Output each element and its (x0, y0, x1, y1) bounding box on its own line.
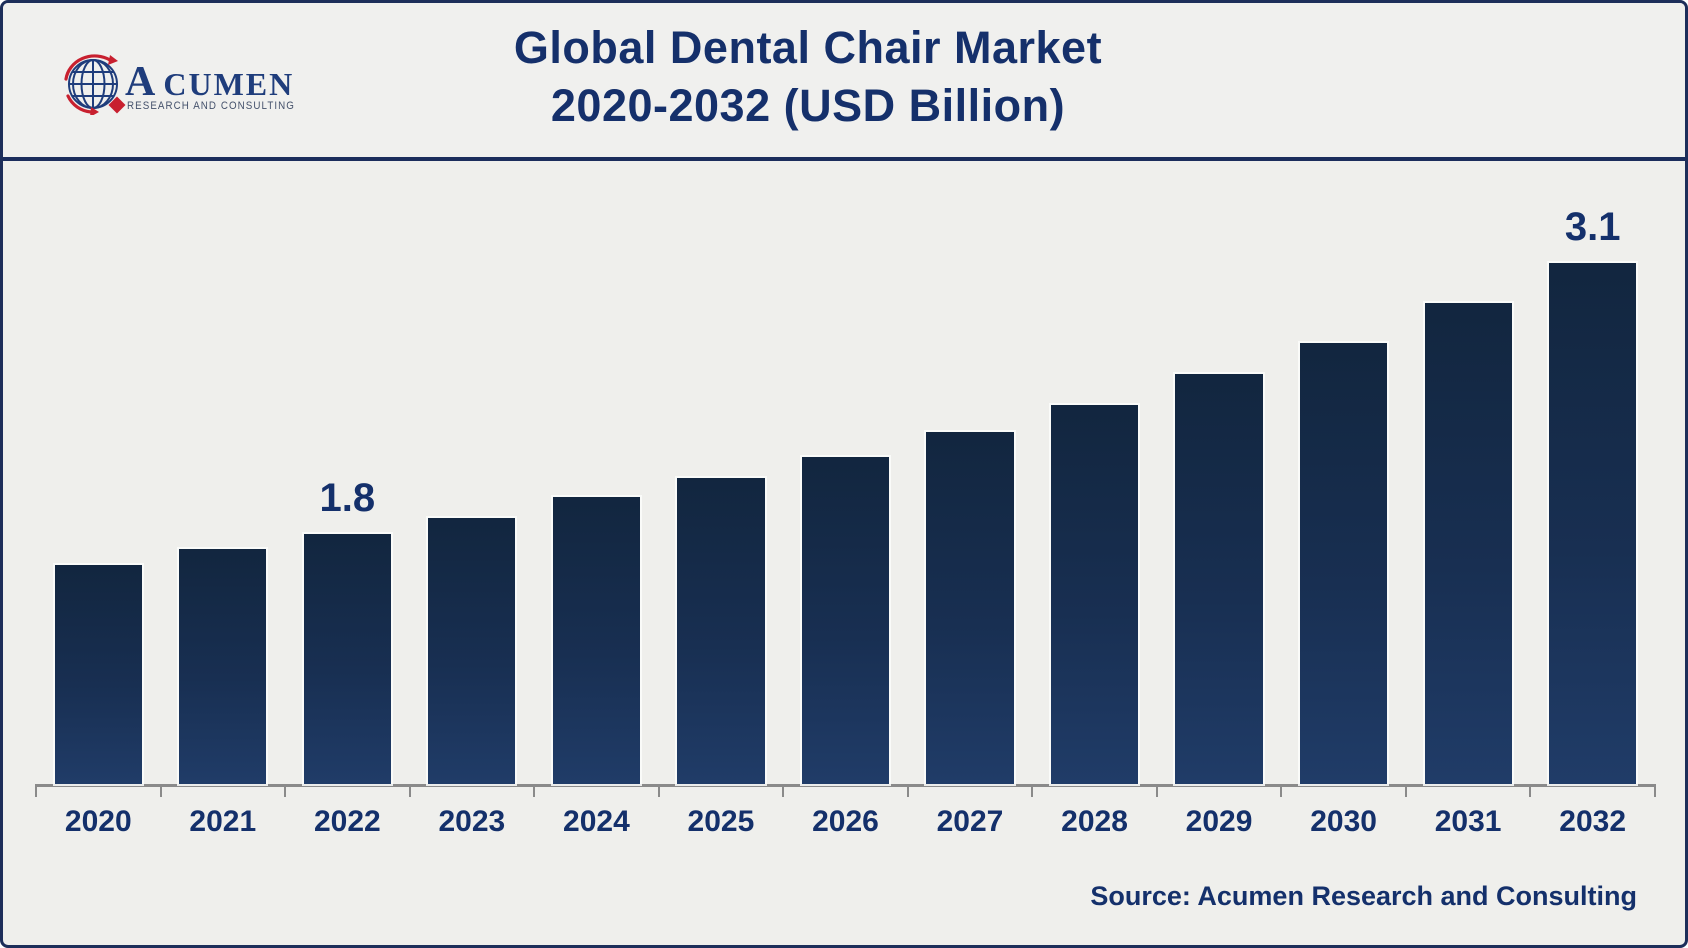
bar-2025 (677, 477, 765, 784)
x-axis-tick (1404, 784, 1407, 797)
red-arrowheads (90, 55, 118, 115)
x-axis-tick (35, 784, 37, 797)
x-axis-tick (284, 784, 287, 797)
x-tick-label-2029: 2029 (1185, 805, 1253, 838)
x-tick-label-2025: 2025 (687, 805, 755, 838)
x-axis-tick (1031, 784, 1034, 797)
bar-cell-2030 (1281, 201, 1406, 784)
x-axis-ticks (35, 784, 1656, 797)
x-axis-tick (159, 784, 162, 797)
bar-cell-2021 (161, 201, 286, 784)
x-tick-label-2032: 2032 (1559, 805, 1627, 838)
bar-chart: 1.8 3.1 2020 2021 2022 2023 2024 2025 2026 2027 2… (3, 161, 1685, 945)
x-axis-tick (408, 784, 411, 797)
x-tick-label-2031: 2031 (1434, 805, 1502, 838)
globe-icon (68, 59, 118, 109)
x-tick-label-2026: 2026 (812, 805, 879, 838)
x-axis-tick (1654, 784, 1656, 797)
x-axis-tick (1155, 784, 1158, 797)
x-tick-label-2024: 2024 (563, 805, 630, 838)
logo-tagline: RESEARCH AND CONSULTING (127, 100, 295, 112)
header-divider (3, 157, 1685, 161)
bar-cell-2025 (659, 201, 784, 784)
chart-title-line1: Global Dental Chair Market (513, 22, 1103, 73)
bar-cell-2027 (908, 201, 1033, 784)
bar-cell-2026 (783, 201, 908, 784)
bar-2032 (1549, 263, 1637, 784)
bar-2031 (1424, 303, 1512, 784)
x-axis-labels: 2020 2021 2022 2023 2024 2025 2026 2027 2028 2029… (36, 805, 1655, 839)
bar-cell-2023 (410, 201, 535, 784)
bar-2026 (801, 457, 890, 784)
source-attribution: Source: Acumen Research and Consulting (1090, 881, 1637, 911)
bar-2023 (428, 517, 516, 784)
header: A CUMEN RESEARCH AND CONSULTING Global D… (3, 3, 1685, 157)
bar-2029 (1175, 373, 1263, 784)
x-axis-tick (1529, 784, 1532, 797)
bar-value-label-2022: 1.8 (319, 476, 376, 521)
x-tick-label-2027: 2027 (936, 805, 1004, 838)
bar-cell-2024 (534, 201, 659, 784)
red-orbit-arrows-icon (64, 54, 112, 114)
bar-cell-2028 (1032, 201, 1157, 784)
bar-cell-2029 (1157, 201, 1282, 784)
x-axis-tick (782, 784, 785, 797)
x-tick-label-2023: 2023 (438, 805, 506, 838)
bar-2022 (303, 534, 391, 784)
bar-cell-2020 (36, 201, 161, 784)
bar-cell-2022: 1.8 (285, 201, 410, 784)
x-tick-label-2020: 2020 (64, 805, 132, 838)
red-diamond-icon (108, 96, 126, 114)
x-tick-label-2021: 2021 (189, 805, 257, 838)
logo-wordmark: A CUMEN (125, 59, 294, 105)
bar-2028 (1050, 405, 1139, 784)
x-axis-tick (533, 784, 536, 797)
x-axis-tick (657, 784, 660, 797)
chart-title: Global Dental Chair Market 2020-2032 (US… (3, 3, 1685, 135)
bar-value-label-2032: 3.1 (1564, 205, 1621, 250)
x-axis-tick (906, 784, 909, 797)
bar-2030 (1299, 342, 1388, 784)
bar-cell-2031 (1406, 201, 1531, 784)
bar-2024 (552, 496, 640, 784)
bar-2027 (926, 432, 1014, 784)
bar-2020 (54, 565, 142, 784)
bar-cell-2032: 3.1 (1530, 201, 1655, 784)
plot-area: 1.8 3.1 (36, 201, 1655, 787)
x-tick-label-2030: 2030 (1310, 805, 1377, 838)
chart-title-line2: 2020-2032 (USD Billion) (550, 80, 1066, 131)
x-axis-tick (1280, 784, 1283, 797)
x-tick-label-2022: 2022 (313, 805, 381, 838)
x-tick-label-2028: 2028 (1061, 805, 1128, 838)
bar-2021 (179, 548, 267, 784)
acumen-logo: A CUMEN RESEARCH AND CONSULTING (64, 54, 295, 115)
